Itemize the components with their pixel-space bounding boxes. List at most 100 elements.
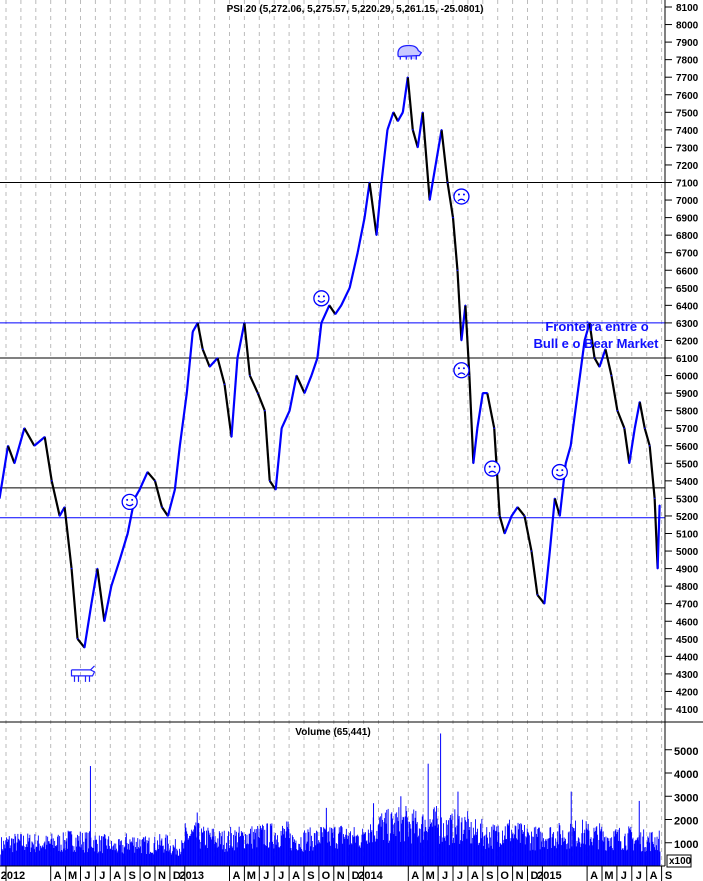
volume-bar [423,839,425,866]
price-point [50,480,53,482]
volume-bar [319,843,321,866]
volume-bar [586,828,588,866]
volume-bar [143,837,145,866]
volume-bar [11,838,12,866]
volume-bar [580,843,582,866]
volume-bar [73,846,75,866]
price-point [472,462,475,465]
volume-bar [630,826,632,866]
volume-bar [647,836,649,866]
volume-bar [164,849,166,866]
volume-bar [435,811,437,866]
x-tick-label: J [442,870,448,881]
volume-bar [403,817,405,866]
volume-bar [626,849,628,866]
volume-bar [234,830,236,866]
volume-bar [517,822,519,866]
volume-bar [26,847,28,866]
volume-bar [301,849,303,866]
volume-bar [402,816,404,866]
volume-bar [4,848,6,866]
y-tick-label: 6200 [676,336,699,347]
price-point [138,488,141,491]
volume-bar [30,847,32,866]
volume-bar [550,827,552,866]
volume-bar [181,840,183,866]
volume-bar [648,837,649,866]
volume-bar [74,850,75,866]
x-tick-label: A [590,870,598,881]
price-point [375,234,378,236]
price-point [230,436,233,438]
volume-bar [382,819,383,866]
volume-bar [64,850,66,866]
volume-bar [40,845,41,866]
volume-bar [35,846,37,866]
volume-bar [32,842,34,866]
volume-bar [492,848,493,866]
price-segment [161,506,169,517]
volume-bar [257,836,259,866]
y-tick-label: 4500 [676,635,699,646]
price-point [416,146,419,149]
bull-shape [70,665,96,682]
volume-bar [96,839,97,866]
volume-bar [186,833,188,866]
volume-bar [382,840,384,866]
volume-bar [37,840,39,866]
volume-y-tick-label: 1000 [674,839,698,851]
volume-bar [153,843,155,866]
volume-bar [592,845,593,866]
volume-bar [587,829,588,866]
volume-bar [629,828,630,866]
y-tick-label: 7400 [676,126,699,137]
price-point [523,515,526,517]
volume-bar [444,836,446,866]
volume-bar [13,843,15,866]
volume-bar [553,845,555,866]
price-segment [616,410,626,429]
volume-bar [45,849,46,866]
volume-bar [25,844,27,866]
volume-bar [257,826,259,866]
y-tick-label: 8100 [676,3,699,14]
volume-bar [156,849,158,866]
volume-bar [487,837,488,866]
volume-bar [583,833,585,866]
volume-bar [401,823,403,866]
volume-bar [607,837,608,866]
volume-bar [289,833,291,866]
volume-bar [558,823,560,866]
volume-bar [327,842,329,866]
price-segment [178,392,188,446]
price-point [407,76,409,78]
volume-bar [578,838,580,866]
volume-bar [534,850,536,866]
volume-bar [240,831,242,866]
price-segment [280,410,291,429]
volume-bar [63,848,65,866]
volume-bar [201,828,202,866]
volume-bar [174,839,176,866]
volume-bar [29,834,31,866]
volume-bar [510,838,512,866]
price-point [103,620,106,623]
x-tick-label: A [113,870,121,881]
volume-bar [619,827,620,866]
volume-bar [450,815,452,866]
price-point [633,427,636,430]
volume-bar [419,828,421,866]
volume-bar [516,838,517,866]
volume-bar [121,852,123,866]
volume-bar [506,824,508,866]
volume-bar [31,841,33,866]
volume-bar [204,845,206,866]
price-segment [138,471,149,491]
price-point [185,392,188,394]
volume-bar [335,848,337,866]
volume-bar [247,844,249,866]
y-tick-label: 4100 [676,705,699,716]
volume-bar [235,835,237,866]
volume-bar [238,832,239,866]
volume-bar [269,842,271,866]
